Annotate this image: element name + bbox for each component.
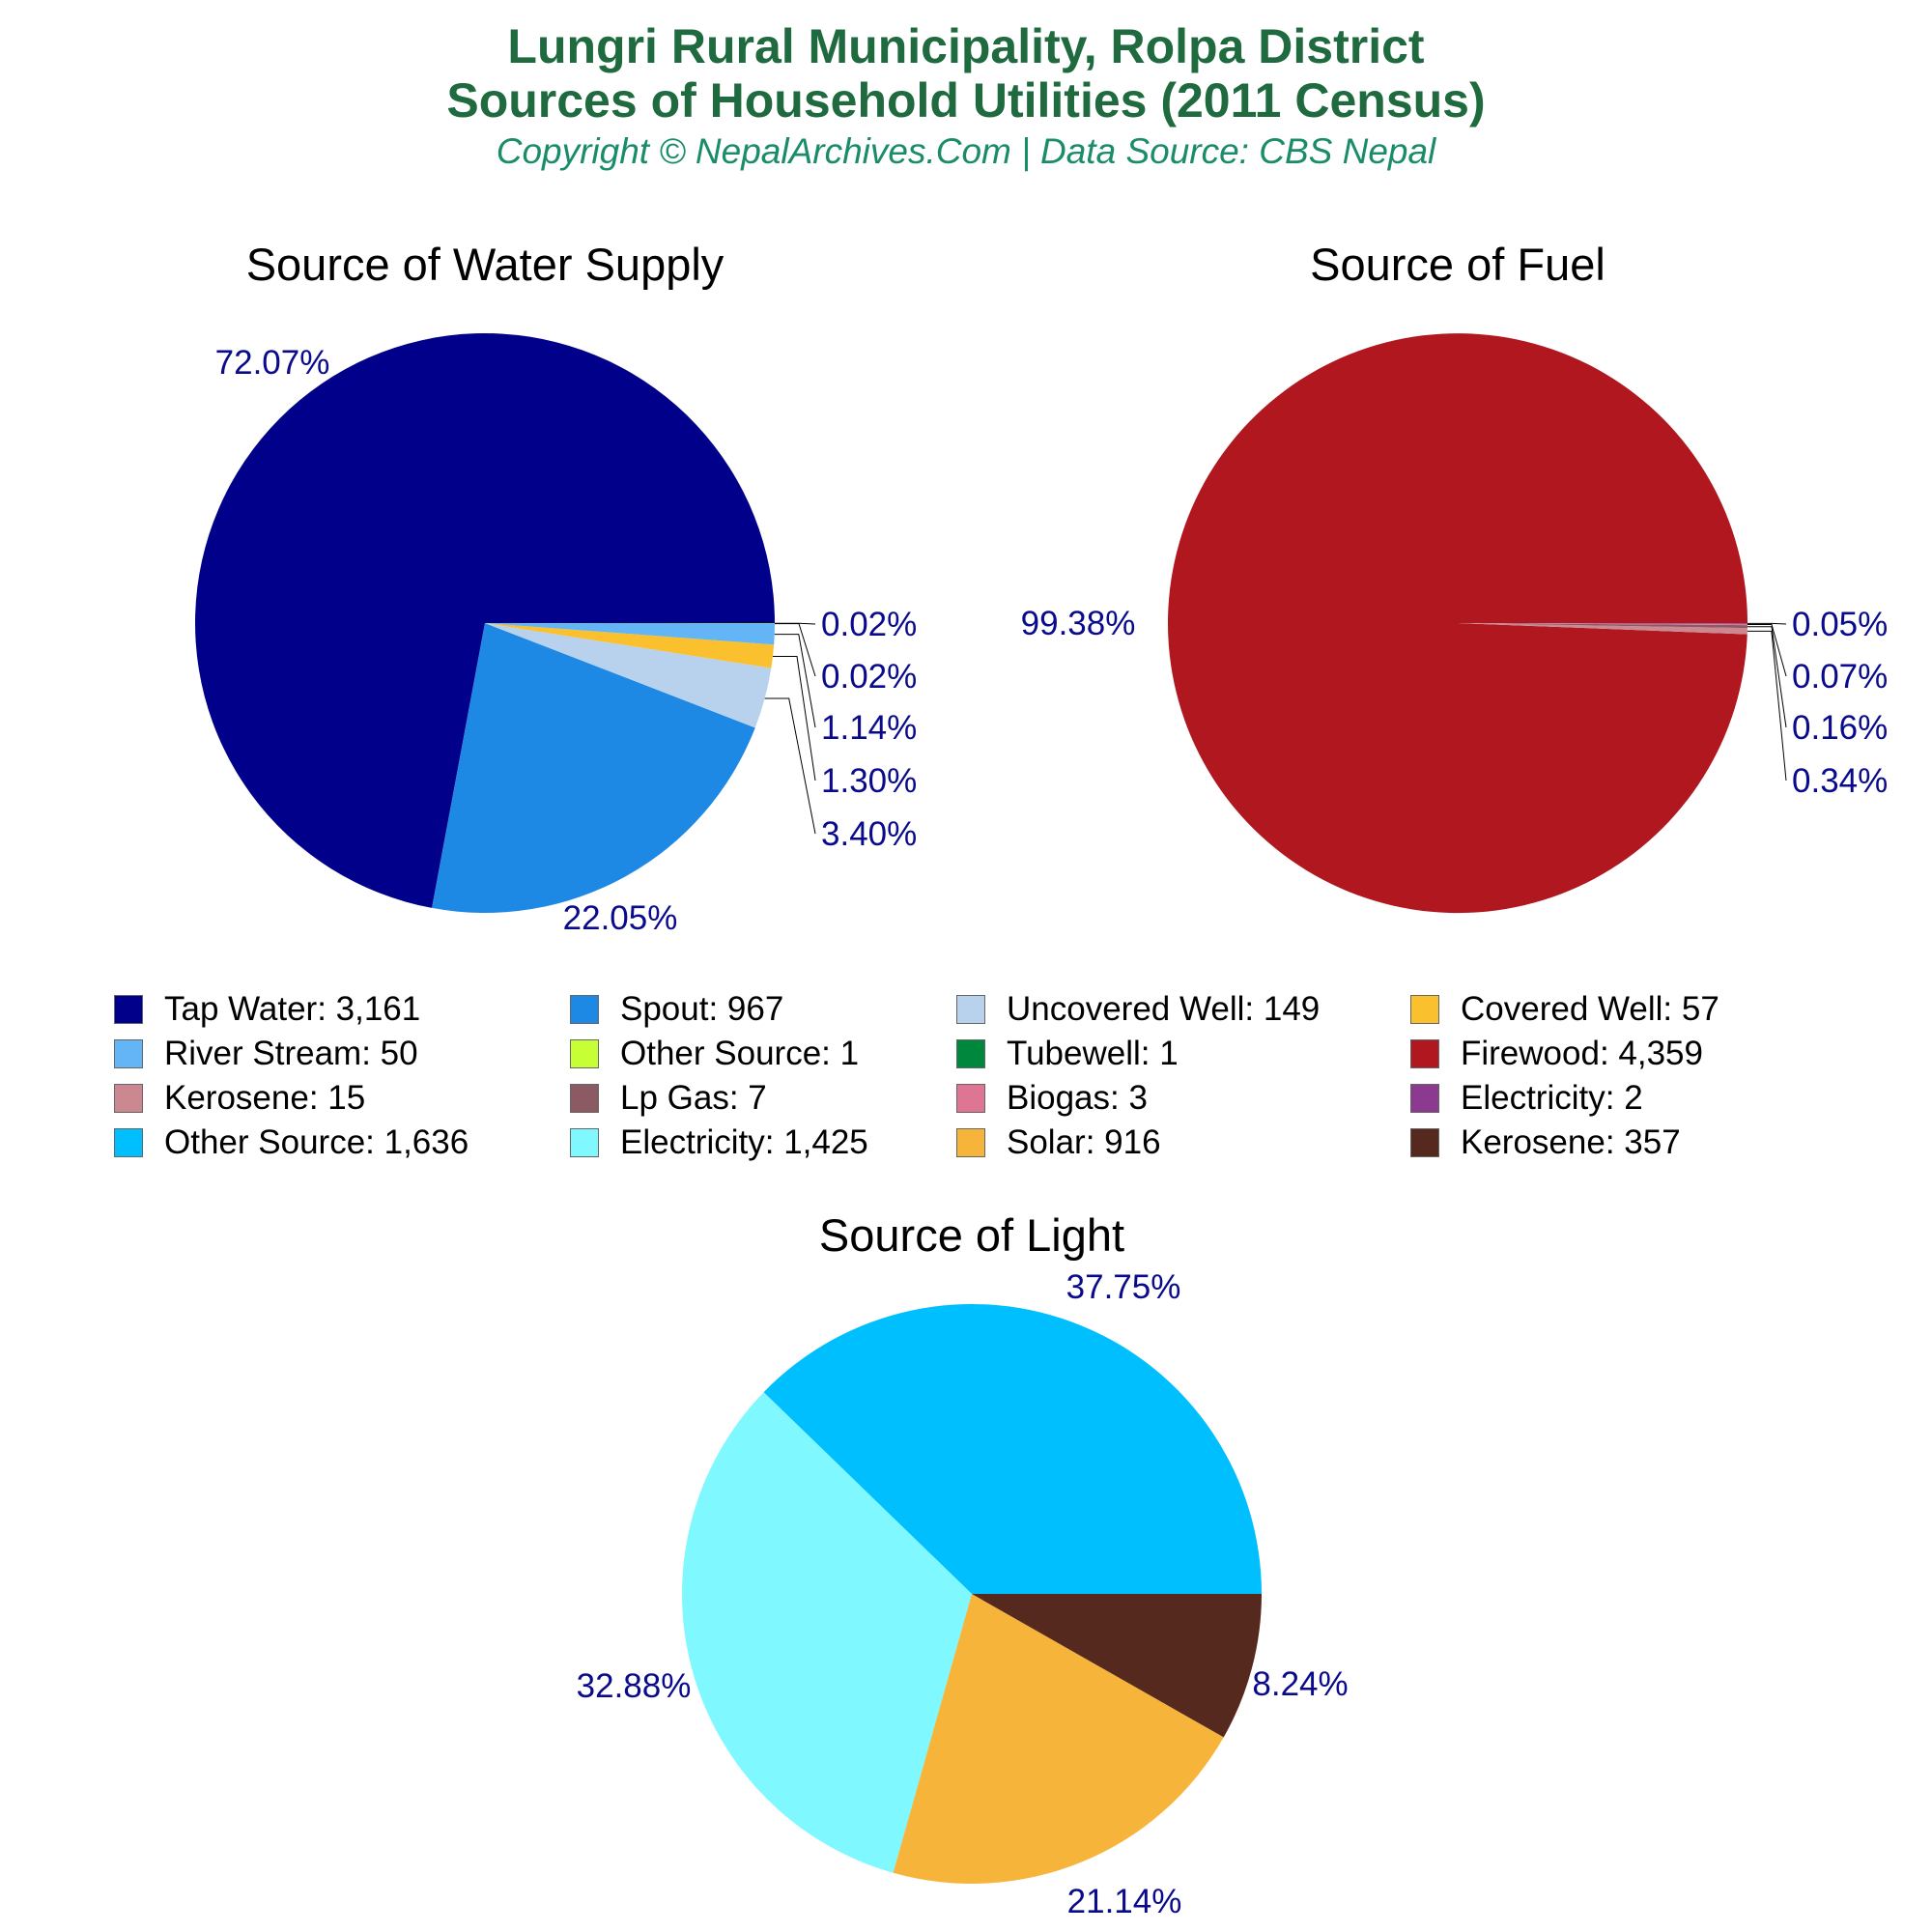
slice-percent-label: 37.75% [1066,1268,1181,1306]
pie-slice [763,1304,1262,1594]
legend-item: Uncovered Well: 149 [956,990,1320,1029]
legend-item: Spout: 967 [570,990,783,1029]
pie-title: Source of Fuel [1310,239,1605,290]
legend-label: Kerosene: 357 [1461,1123,1681,1161]
legend-item: Electricity: 1,425 [570,1123,868,1162]
slice-percent-label: 3.40% [821,815,917,853]
leader-line [774,634,816,728]
chart-title-line1: Lungri Rural Municipality, Rolpa Distric… [507,19,1425,73]
legend-swatch [570,1128,599,1157]
legend-label: Biogas: 3 [1007,1079,1148,1117]
leader-line [1747,622,1787,625]
legend-swatch [956,1039,985,1068]
pie-slice [893,1594,1224,1885]
slice-percent-label: 0.34% [1792,762,1888,800]
legend-swatch [570,1039,599,1068]
leader-line [764,697,816,835]
pie-chart-1: Source of Water Supply 72.07% 22.05% 3.40% 1… [195,239,917,937]
pie-slice [682,1392,972,1873]
legend-item: Kerosene: 15 [114,1079,365,1118]
legend-item: Other Source: 1,636 [114,1123,469,1162]
legend-label: Kerosene: 15 [164,1079,366,1117]
slice-percent-label: 72.07% [215,344,330,382]
legend-swatch [1410,1128,1439,1157]
leader-line [1747,624,1787,677]
legend-label: Other Source: 1,636 [164,1123,469,1161]
slice-percent-label: 0.16% [1792,709,1888,747]
legend-item: Lp Gas: 7 [570,1079,767,1118]
leader-line [1747,630,1787,781]
slice-percent-label: 99.38% [1021,605,1136,642]
pie-title: Source of Water Supply [246,239,724,290]
legend-swatch [956,1084,985,1113]
legend-item: Electricity: 2 [1410,1079,1643,1118]
legend-item: River Stream: 50 [114,1035,418,1073]
slice-percent-label: 22.05% [563,899,678,937]
legend-swatch [114,1039,143,1068]
pie-slice [195,332,776,908]
slice-percent-label: 1.14% [821,709,917,747]
legend-label: River Stream: 50 [164,1035,418,1072]
legend-label: Tubewell: 1 [1007,1035,1179,1072]
legend-item: Covered Well: 57 [1410,990,1719,1029]
legend-swatch [956,1128,985,1157]
legend-swatch [1410,1039,1439,1068]
legend-swatch [570,995,599,1024]
pie-slice [485,623,772,728]
legend-swatch [114,995,143,1024]
legend-label: Tap Water: 3,161 [164,990,421,1028]
slice-percent-label: 0.07% [1792,658,1888,696]
slice-percent-label: 0.02% [821,658,917,696]
slice-percent-label: 32.88% [577,1667,692,1705]
slice-percent-label: 1.30% [821,762,917,800]
slice-percent-label: 21.14% [1067,1883,1182,1920]
legend-item: Biogas: 3 [956,1079,1148,1118]
leader-line [775,623,816,677]
pie-chart-2: Source of Fuel 99.38% 0.34% 0.16% 0.07% 0.05% [1021,239,1888,914]
legend-item: Solar: 916 [956,1123,1161,1162]
legend-swatch [114,1128,143,1157]
legend-item: Tap Water: 3,161 [114,990,420,1029]
chart-title-line2: Sources of Household Utilities (2011 Cen… [446,73,1486,128]
pie-slice [1458,623,1747,635]
slice-percent-label: 0.02% [821,606,917,643]
pie-chart-3: Source of Light 37.75% 32.88% 21.14% 8.24% [577,1209,1349,1920]
leader-line [775,622,816,625]
legend-swatch [956,995,985,1024]
slice-percent-label: 8.24% [1252,1665,1348,1703]
legend-swatch [114,1084,143,1113]
legend-label: Electricity: 2 [1461,1079,1643,1117]
legend-swatch [1410,1084,1439,1113]
legend-swatch [570,1084,599,1113]
legend-label: Covered Well: 57 [1461,990,1719,1028]
leader-line [1747,626,1787,728]
pie-slice [1458,623,1747,629]
legend-item: Other Source: 1 [570,1035,859,1073]
pie-slice [1168,333,1747,914]
legend-label: Solar: 916 [1007,1123,1161,1161]
pie-slice [485,623,775,645]
legend-label: Electricity: 1,425 [620,1123,868,1161]
pie-title: Source of Light [819,1209,1124,1261]
legend-item: Firewood: 4,359 [1410,1035,1703,1073]
legend-item: Kerosene: 357 [1410,1123,1681,1162]
legend-label: Lp Gas: 7 [620,1079,767,1117]
slice-percent-label: 0.05% [1792,606,1888,643]
leader-line [773,656,816,781]
chart-subtitle: Copyright © NepalArchives.Com | Data Sou… [496,131,1436,171]
legend-swatch [1410,995,1439,1024]
legend-label: Firewood: 4,359 [1461,1035,1703,1072]
legend-item: Tubewell: 1 [956,1035,1179,1073]
legend-label: Spout: 967 [620,990,784,1028]
pie-slice [485,623,775,668]
legend-label: Uncovered Well: 149 [1007,990,1321,1028]
pie-slice [485,623,776,624]
legend-label: Other Source: 1 [620,1035,860,1072]
pie-slice [972,1594,1262,1738]
pie-slice [1458,623,1748,624]
pie-slice [432,623,755,913]
pie-slice [1458,623,1747,626]
